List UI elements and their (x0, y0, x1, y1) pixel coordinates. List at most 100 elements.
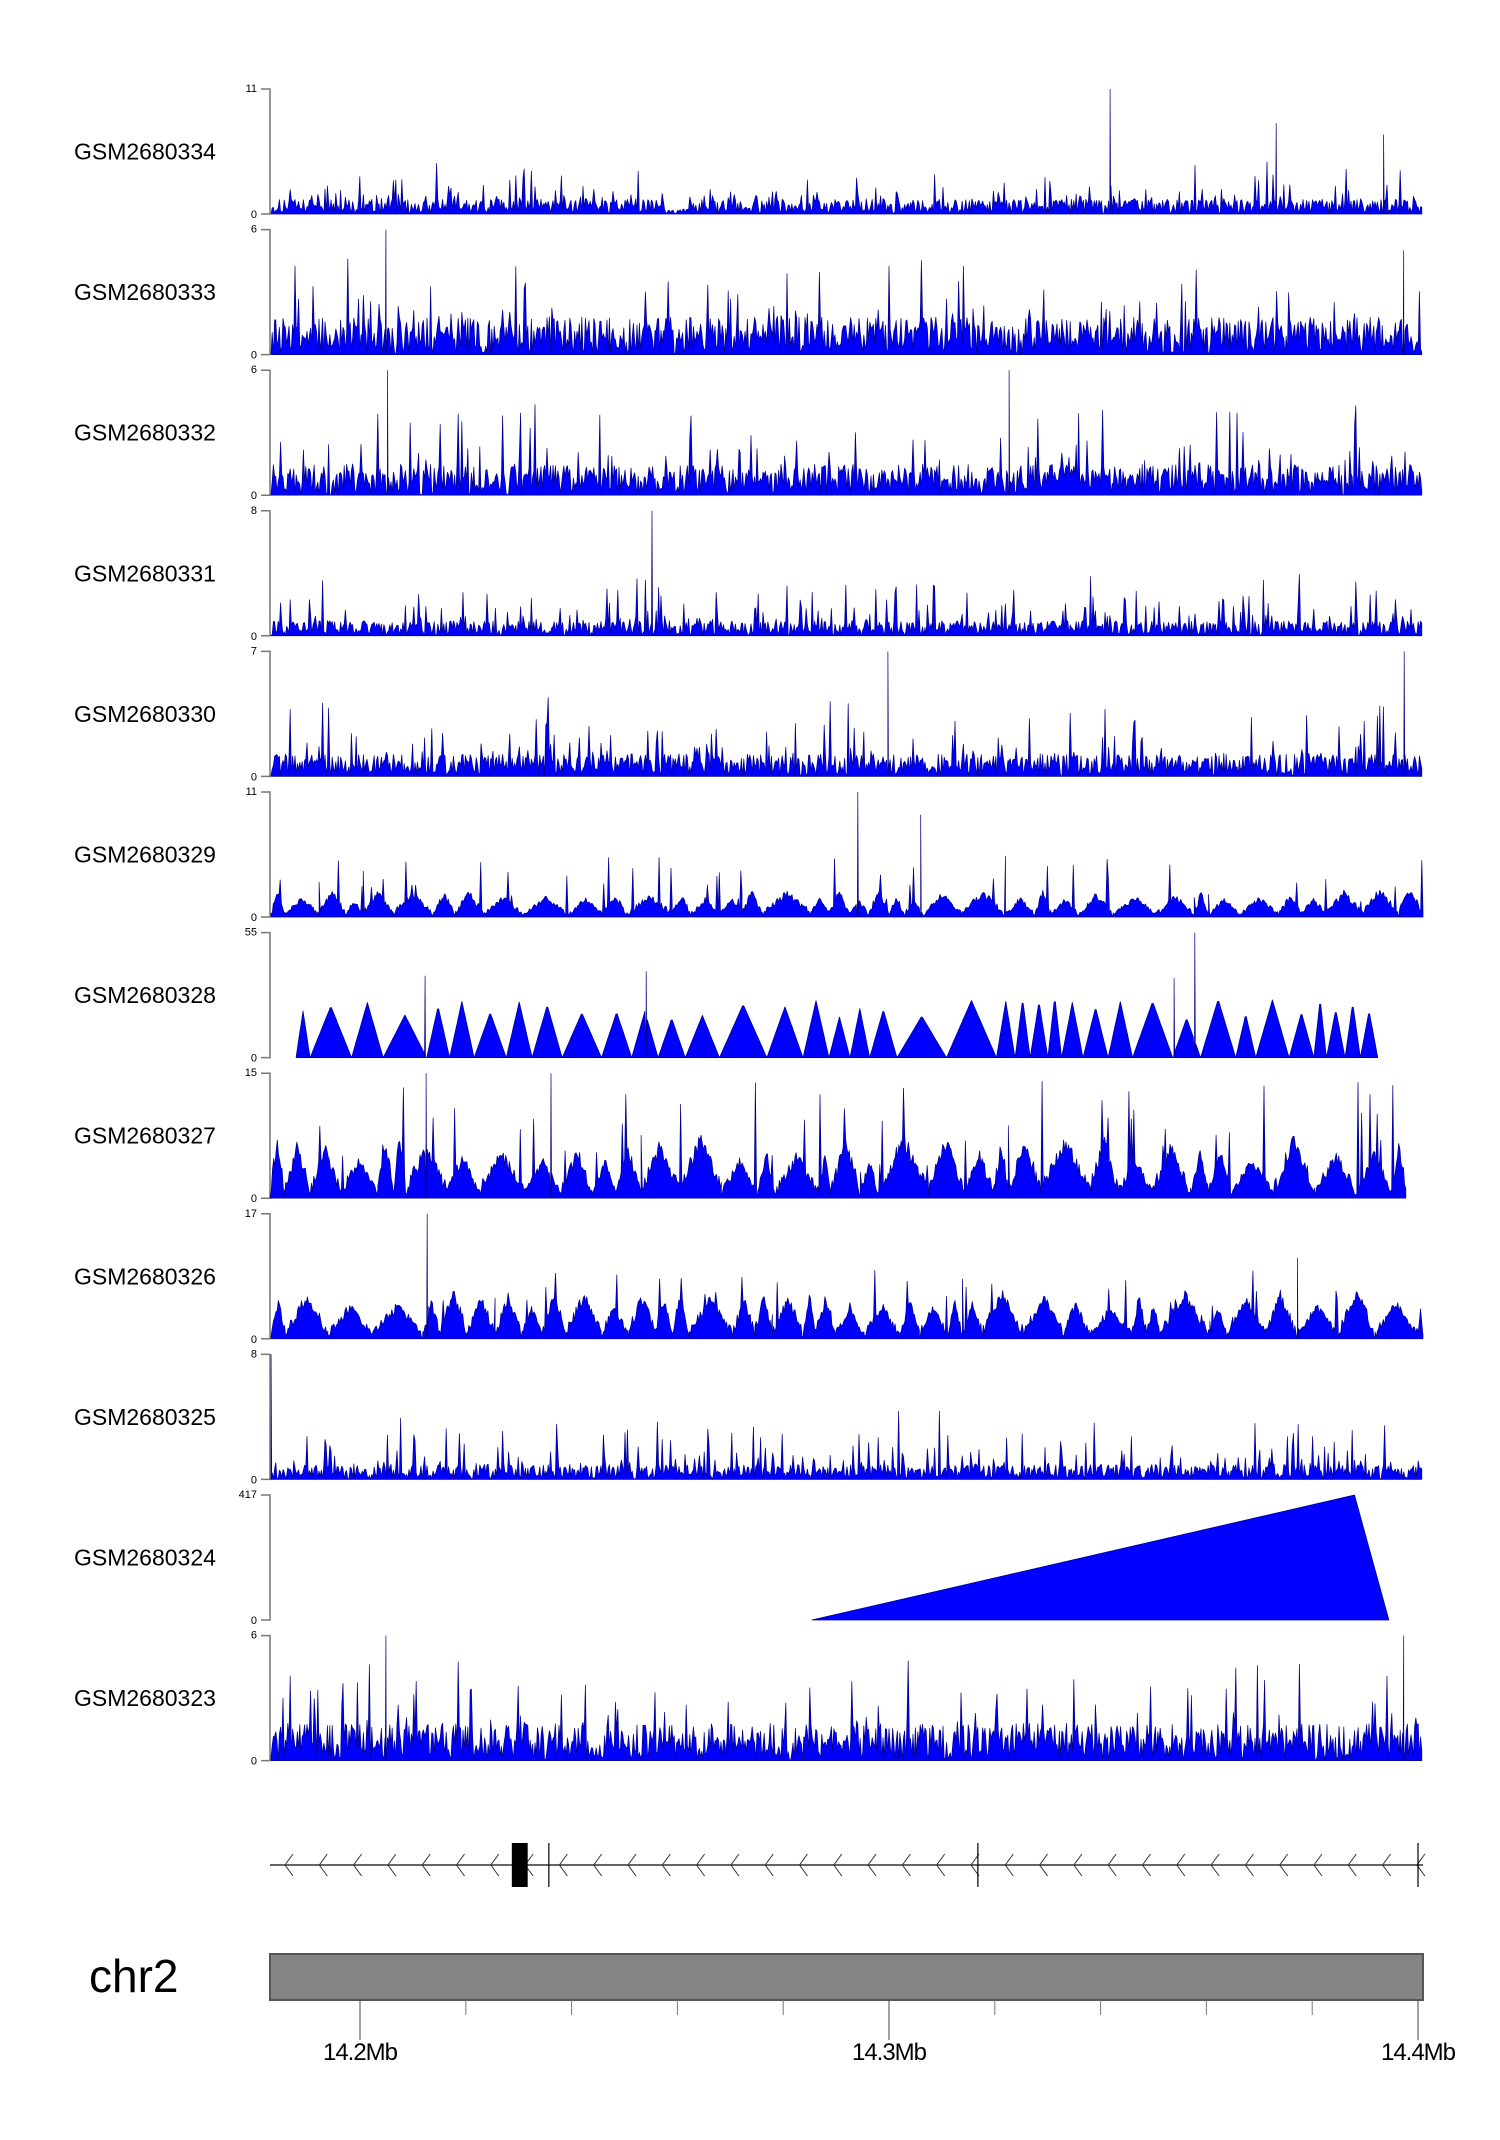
chromosome-bar (269, 1953, 1424, 2001)
y-min-label: 0 (251, 490, 257, 502)
y-min-label: 0 (251, 209, 257, 221)
strand-arrow-icon (421, 1853, 431, 1877)
track-GSM2680333: GSM2680333 6 0 (74, 224, 1423, 362)
y-max-label: 417 (239, 1489, 257, 1501)
strand-arrow-icon (1038, 1853, 1049, 1877)
strand-arrow-icon (1416, 1853, 1426, 1877)
strand-arrow-icon (1073, 1853, 1083, 1877)
signal-area (270, 651, 1423, 777)
y-max-label: 15 (245, 1067, 257, 1079)
strand-arrow-icon (1210, 1853, 1220, 1877)
y-max-label: 8 (251, 1348, 257, 1360)
chromosome-axis: chr2 14.2Mb 14.3Mb 14.4Mb (89, 1950, 1457, 2066)
strand-arrow-icon (798, 1853, 808, 1877)
strand-arrow-icon (490, 1853, 500, 1877)
y-axis (261, 1213, 271, 1340)
strand-arrow-icon (833, 1853, 843, 1877)
signal-area (270, 791, 1424, 918)
y-max-label: 17 (245, 1208, 257, 1220)
strand-arrow-icon (593, 1853, 603, 1877)
signal-area (270, 229, 1423, 355)
data-tracks: GSM2680334110GSM268033360GSM268033260GSM… (74, 83, 1424, 1768)
strand-arrow-icon (627, 1853, 637, 1877)
strand-arrow-icon (558, 1853, 568, 1877)
y-max-label: 55 (245, 927, 257, 939)
y-axis (261, 650, 271, 778)
track-label: GSM2680333 (74, 279, 216, 305)
signal-area (270, 1213, 1424, 1340)
strand-arrow-icon (901, 1853, 911, 1877)
exon (511, 1843, 528, 1887)
track-GSM2680330: GSM2680330 7 0 (74, 645, 1423, 783)
strand-arrow-icon (455, 1853, 465, 1877)
y-max-label: 6 (251, 1630, 257, 1642)
y-min-label: 0 (251, 350, 257, 362)
track-label: GSM2680328 (74, 982, 216, 1008)
strand-arrow-icon (284, 1853, 294, 1877)
track-label: GSM2680327 (74, 1123, 216, 1149)
y-axis (261, 510, 271, 637)
signal-area (811, 1494, 1390, 1621)
track-GSM2680325: GSM2680325 8 0 (74, 1348, 1423, 1486)
strand-arrow-icon (1313, 1853, 1323, 1877)
strand-arrow-icon (867, 1853, 877, 1877)
signal-area (270, 370, 1423, 496)
y-min-label: 0 (251, 1053, 257, 1065)
y-min-label: 0 (251, 771, 257, 783)
strand-arrow-icon (1176, 1853, 1186, 1877)
strand-arrow-icon (1244, 1853, 1254, 1877)
y-min-label: 0 (251, 1474, 257, 1486)
track-label: GSM2680331 (74, 560, 216, 586)
strand-arrow-icon (661, 1853, 671, 1877)
track-label: GSM2680323 (74, 1685, 216, 1711)
y-axis (261, 228, 271, 356)
y-axis (261, 88, 271, 215)
strand-arrow-icon (730, 1853, 740, 1877)
y-axis (261, 1353, 271, 1481)
y-axis (261, 1072, 271, 1199)
strand-arrow-icon (1381, 1853, 1392, 1877)
y-max-label: 7 (251, 645, 257, 657)
strand-arrow-icon (1004, 1853, 1014, 1877)
x-tick-label: 14.2Mb (323, 2039, 398, 2066)
x-tick-label: 14.3Mb (852, 2039, 927, 2066)
track-label: GSM2680332 (74, 420, 216, 446)
signal-area (270, 510, 1423, 637)
strand-arrow-icon (318, 1853, 328, 1877)
gene-model-track (270, 1843, 1426, 1887)
y-axis (261, 369, 271, 496)
track-label: GSM2680334 (74, 139, 216, 165)
strand-arrow-icon (936, 1853, 946, 1877)
y-min-label: 0 (251, 631, 257, 643)
track-label: GSM2680330 (74, 701, 216, 727)
y-max-label: 6 (251, 364, 257, 376)
strand-arrow-icon (695, 1853, 706, 1877)
y-max-label: 6 (251, 224, 257, 236)
track-GSM2680331: GSM2680331 8 0 (74, 505, 1423, 643)
strand-arrow-icon (970, 1853, 980, 1877)
y-min-label: 0 (251, 1756, 257, 1768)
signal-area (269, 1073, 1407, 1199)
signal-area (270, 1635, 1423, 1761)
y-max-label: 11 (246, 83, 257, 95)
x-tick-label: 14.4Mb (1381, 2039, 1456, 2066)
track-GSM2680326: GSM2680326 17 0 (74, 1208, 1424, 1346)
chromosome-label: chr2 (89, 1950, 178, 2002)
y-min-label: 0 (251, 1615, 257, 1627)
track-label: GSM2680325 (74, 1404, 216, 1430)
y-axis (261, 1494, 271, 1621)
signal-area (295, 932, 1379, 1058)
strand-arrow-icon (1141, 1853, 1151, 1877)
track-GSM2680328: GSM2680328 55 0 (74, 927, 1379, 1065)
strand-arrow-icon (1347, 1853, 1357, 1877)
strand-arrow-icon (764, 1853, 774, 1877)
track-label: GSM2680329 (74, 842, 216, 868)
y-axis (261, 931, 271, 1059)
strand-arrow-icon (387, 1853, 397, 1877)
track-GSM2680324: GSM2680324 417 0 (74, 1489, 1390, 1627)
track-GSM2680329: GSM2680329 11 0 (74, 786, 1424, 924)
y-max-label: 8 (251, 505, 257, 517)
strand-arrow-icon (352, 1853, 363, 1877)
y-min-label: 0 (251, 912, 257, 924)
